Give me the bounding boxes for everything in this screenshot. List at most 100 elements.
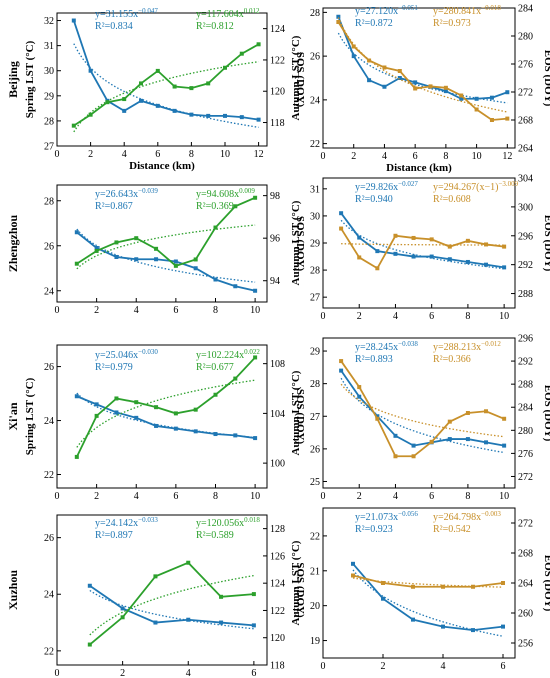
x-tick-label: 2 <box>381 661 386 672</box>
data-point-lst <box>94 402 99 407</box>
data-point-eos <box>381 581 385 585</box>
y-left-tick-label: 27 <box>310 293 320 304</box>
y-left-tick-label: 26 <box>310 52 320 63</box>
plot-frame <box>56 12 268 147</box>
data-point-lst <box>193 266 198 271</box>
fit-equation-base: y=24.142x <box>95 518 138 529</box>
city-label: Beijing <box>6 61 20 98</box>
data-point-lst <box>375 249 380 254</box>
data-point-lst <box>71 18 76 23</box>
data-point-sos <box>256 42 261 47</box>
y-left-tick-label: 22 <box>310 139 320 150</box>
fit-equation-lst: y=27.120x−0.051 <box>355 4 418 17</box>
data-point-sos <box>94 413 99 418</box>
data-point-lst <box>447 437 452 442</box>
x-tick-label: 0 <box>55 305 60 316</box>
data-point-lst <box>172 108 177 113</box>
y-left-axis-label: Autumn LST (°C) <box>290 200 302 285</box>
data-point-lst <box>154 257 159 262</box>
data-point-sos <box>239 51 244 56</box>
y-left-tick-label: 30 <box>310 211 320 222</box>
data-point-eos <box>367 58 372 63</box>
series-line-lst <box>337 16 508 100</box>
fit-r2-eos: R²=0.366 <box>433 354 471 365</box>
x-tick-label: 0 <box>321 661 326 672</box>
x-tick-label: 8 <box>443 151 448 162</box>
data-point-sos <box>193 407 198 412</box>
y-right-tick-label: 120 <box>270 633 285 644</box>
x-tick-label: 12 <box>502 151 512 162</box>
data-point-lst <box>411 254 416 259</box>
fit-equation-exponent: 0.012 <box>244 7 260 15</box>
trend-line-lst <box>337 32 508 104</box>
x-tick-label: 6 <box>173 305 178 316</box>
data-point-eos <box>484 242 489 247</box>
data-point-sos <box>105 100 110 105</box>
y-right-tick-label: 288 <box>518 289 533 300</box>
series-line-sos <box>89 561 254 646</box>
data-point-sos <box>206 81 211 86</box>
fit-r2-lst: R²=0.940 <box>355 194 393 205</box>
x-tick-label: 0 <box>321 151 326 162</box>
y-right-tick-label: 126 <box>270 551 285 562</box>
y-left-axis-label: Spring LST (°C) <box>24 40 36 118</box>
data-point-lst <box>253 436 258 441</box>
data-point-lst <box>502 443 507 448</box>
fit-equation-sos: y=102.224x0.022 <box>196 348 260 361</box>
data-point-lst <box>443 89 448 94</box>
data-point-lst <box>411 443 416 448</box>
city-label: Xi'an <box>6 402 20 430</box>
y-right-tick-label: 284 <box>518 4 533 15</box>
data-point-lst <box>351 54 356 59</box>
data-point-lst <box>339 368 344 373</box>
y-right-tick-label: 118 <box>270 118 285 129</box>
fit-equation-exponent: 0.018 <box>244 516 260 524</box>
data-point-sos <box>173 411 178 416</box>
fit-equation-exponent: −0.033 <box>138 516 158 524</box>
data-point-eos <box>459 93 464 98</box>
data-point-lst <box>465 437 470 442</box>
x-tick-label: 4 <box>134 491 139 502</box>
data-point-lst <box>155 103 160 108</box>
y-right-axis-label: EOS (DOY) <box>542 385 550 442</box>
y-right-tick-label: 276 <box>518 449 533 460</box>
x-tick-label: 12 <box>254 149 264 160</box>
data-point-lst <box>447 257 452 262</box>
data-point-lst <box>189 112 194 117</box>
y-left-tick-label: 28 <box>44 196 54 207</box>
data-point-eos <box>505 116 510 121</box>
data-point-sos <box>88 112 93 117</box>
x-tick-label: 0 <box>321 491 326 502</box>
y-right-tick-label: 284 <box>518 403 533 414</box>
data-point-sos <box>153 574 158 579</box>
x-tick-label: 0 <box>55 149 60 160</box>
data-point-sos <box>223 65 227 70</box>
x-tick-label: 6 <box>429 311 434 322</box>
data-point-eos <box>501 581 505 585</box>
fit-r2-lst: R²=0.923 <box>355 524 393 535</box>
fit-equation-exponent: −0.012 <box>481 340 501 348</box>
data-point-eos <box>502 244 507 249</box>
trend-line-lst <box>76 392 256 439</box>
data-point-eos <box>351 44 356 49</box>
x-tick-label: 0 <box>55 491 60 502</box>
y-right-tick-label: 268 <box>518 116 533 127</box>
fit-equation-base: y=27.120x <box>355 6 398 17</box>
x-tick-label: 2 <box>351 151 356 162</box>
data-point-lst <box>74 394 79 399</box>
data-point-eos <box>339 359 344 364</box>
data-point-eos <box>357 385 362 390</box>
x-tick-label: 6 <box>413 151 418 162</box>
data-point-eos <box>489 118 494 122</box>
data-point-eos <box>339 226 344 231</box>
data-point-lst <box>381 596 385 601</box>
trend-line-lst <box>76 228 256 283</box>
data-point-eos <box>428 84 433 89</box>
y-left-axis-label: Autumn LST (°C) <box>290 540 302 625</box>
y-right-tick-label: 122 <box>270 606 285 617</box>
y-left-tick-label: 24 <box>310 95 320 106</box>
fit-equation-exponent: −0.027 <box>398 180 418 188</box>
data-point-sos <box>213 225 218 230</box>
